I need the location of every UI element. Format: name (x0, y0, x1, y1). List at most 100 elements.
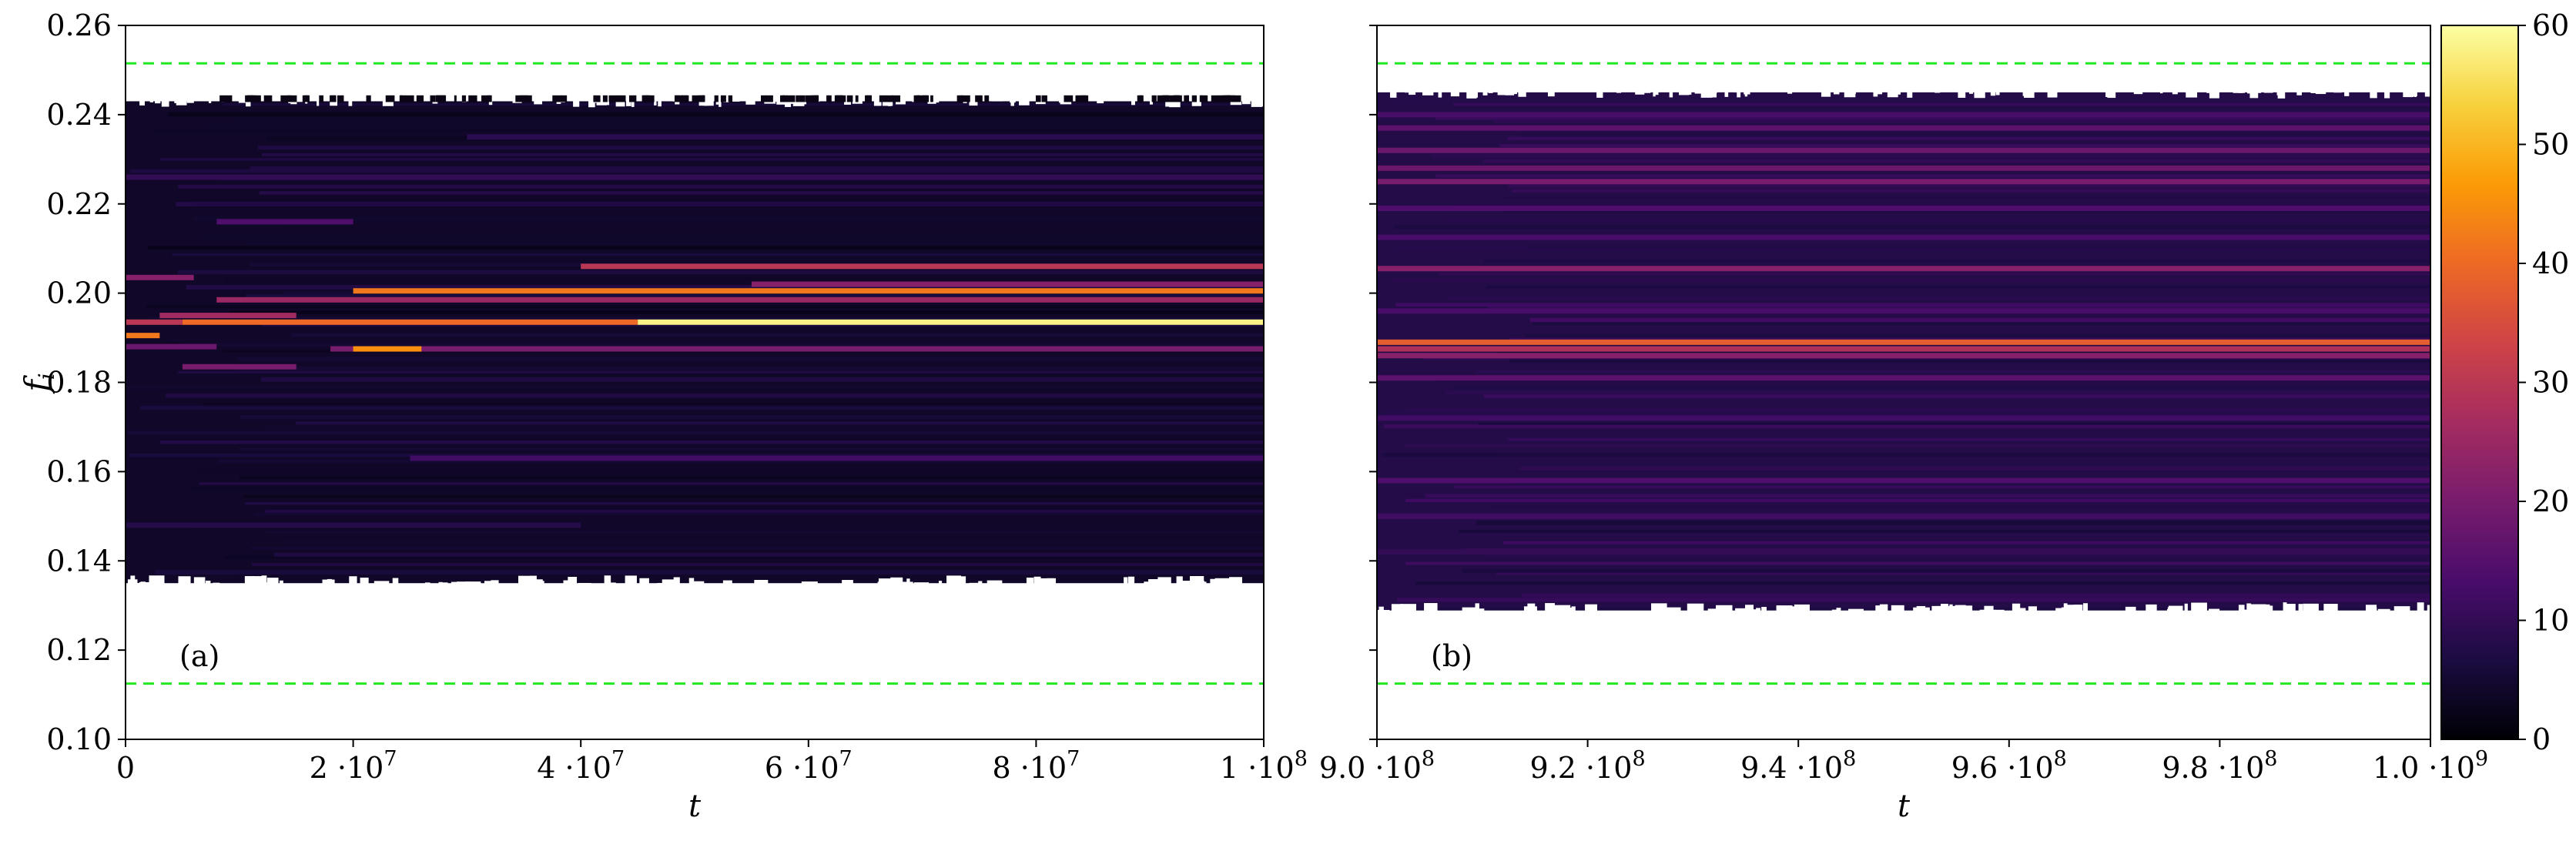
heatmap-cell (720, 95, 726, 102)
x-tick-label: 9.2 ·108 (1530, 747, 1646, 785)
heatmap-cell (1394, 225, 2430, 230)
heatmap-edge (2055, 608, 2065, 617)
heatmap-edge (440, 582, 448, 591)
heatmap-edge (2370, 89, 2377, 99)
heatmap-edge (176, 98, 187, 106)
heatmap-cell (140, 405, 1264, 410)
heatmap-edge (2424, 89, 2430, 97)
heatmap-cell (240, 414, 1264, 420)
heatmap-edge (178, 576, 191, 585)
heatmap-cell (675, 95, 683, 102)
heatmap-edge (754, 579, 769, 588)
heatmap-cell (186, 284, 1264, 290)
heatmap-cell (262, 323, 1264, 327)
heatmap-edge (2146, 604, 2157, 614)
heatmap-edge (438, 581, 443, 594)
heatmap-edge (938, 581, 943, 591)
heatmap-edge (2344, 89, 2350, 96)
heatmap-edge (1735, 608, 1746, 621)
heatmap-cell (1448, 297, 2430, 300)
heatmap-edge (1482, 89, 1488, 95)
heatmap-edge (1653, 89, 1659, 95)
heatmap-edge (2160, 89, 2163, 94)
heatmap-cell (251, 563, 1264, 567)
heatmap-cell (177, 270, 1264, 275)
heatmap-cell (263, 95, 273, 102)
heatmap-cell (1397, 598, 2430, 602)
heatmap-ridge (1377, 125, 2430, 131)
y-axis-label: fi (18, 373, 59, 394)
heatmap-ridge (1377, 206, 2430, 212)
heatmap-edge (2284, 604, 2296, 612)
heatmap-ridge (353, 288, 1264, 294)
heatmap-cell (167, 338, 1264, 342)
heatmap-edge (2365, 605, 2377, 615)
heatmap-cell (149, 317, 1264, 321)
heatmap-edge (955, 576, 966, 588)
heatmap-edge (703, 98, 714, 106)
heatmap-cell (261, 377, 1264, 382)
heatmap-cell (1509, 357, 2430, 363)
heatmap-edge (1945, 605, 1960, 615)
heatmap-edge (1664, 607, 1681, 615)
heatmap-cell (560, 95, 568, 102)
heatmap-edge (1148, 579, 1162, 588)
heatmap-ridge (1377, 165, 2430, 171)
heatmap-cell (1035, 95, 1041, 102)
heatmap-edge (1635, 89, 1645, 95)
heatmap-cell (152, 129, 1264, 132)
heatmap-edge (2191, 602, 2207, 611)
heatmap-cell (702, 95, 705, 102)
heatmap-edge (1702, 89, 1707, 93)
heatmap-edge (186, 98, 194, 103)
heatmap-cell (219, 95, 226, 102)
heatmap-edge (2082, 603, 2089, 613)
heatmap-cell (302, 95, 310, 102)
heatmap-edge (1700, 89, 1713, 98)
heatmap-cell (913, 95, 917, 102)
heatmap-cell (207, 126, 1264, 129)
heatmap-cell (405, 95, 414, 102)
x-axis-label-a: t (688, 789, 702, 824)
heatmap-cell (1494, 120, 2430, 123)
heatmap-edge (518, 575, 531, 587)
heatmap-cell (1395, 303, 2430, 307)
heatmap-cell (1169, 95, 1178, 102)
heatmap-cell (168, 112, 1264, 117)
heatmap-edge (801, 581, 818, 592)
heatmap-edge (930, 98, 940, 103)
heatmap-edge (1026, 578, 1034, 588)
heatmap-edge (873, 98, 881, 106)
heatmap-edge (625, 98, 631, 106)
heatmap-cell (1483, 394, 2430, 398)
heatmap-cell (796, 95, 799, 102)
heatmap-cell (1453, 203, 2430, 206)
heatmap-cell (765, 95, 773, 102)
heatmap-ridge (330, 346, 1264, 352)
heatmap-cell (1490, 505, 2430, 510)
heatmap-cell (805, 95, 815, 102)
heatmap-cell (280, 95, 288, 102)
heatmap-cell (284, 226, 1264, 231)
panel-label-a: (a) (179, 639, 219, 673)
heatmap-cell (1405, 561, 2430, 565)
heatmap-cell (1519, 133, 2430, 136)
heatmap-ridge (1377, 346, 2430, 352)
heatmap-ridge (467, 134, 1264, 140)
heatmap-cell (692, 95, 699, 102)
heatmap-edge (1737, 89, 1741, 98)
heatmap-cell (1451, 386, 2430, 390)
heatmap-edge (1097, 98, 1104, 104)
heatmap-cell (290, 333, 1264, 337)
heatmap-edge (349, 576, 357, 586)
heatmap-edge (654, 98, 657, 106)
colorbar-tick-label: 40 (2532, 246, 2569, 280)
heatmap-cell (224, 555, 1264, 559)
heatmap-ridge (638, 319, 1264, 325)
heatmap-edge (1131, 98, 1135, 106)
heatmap-cell (815, 95, 819, 102)
heatmap-edge (1974, 89, 1985, 99)
x-tick-label: 2 ·107 (310, 747, 397, 785)
x-tick-label: 9.4 ·108 (1740, 747, 1856, 785)
